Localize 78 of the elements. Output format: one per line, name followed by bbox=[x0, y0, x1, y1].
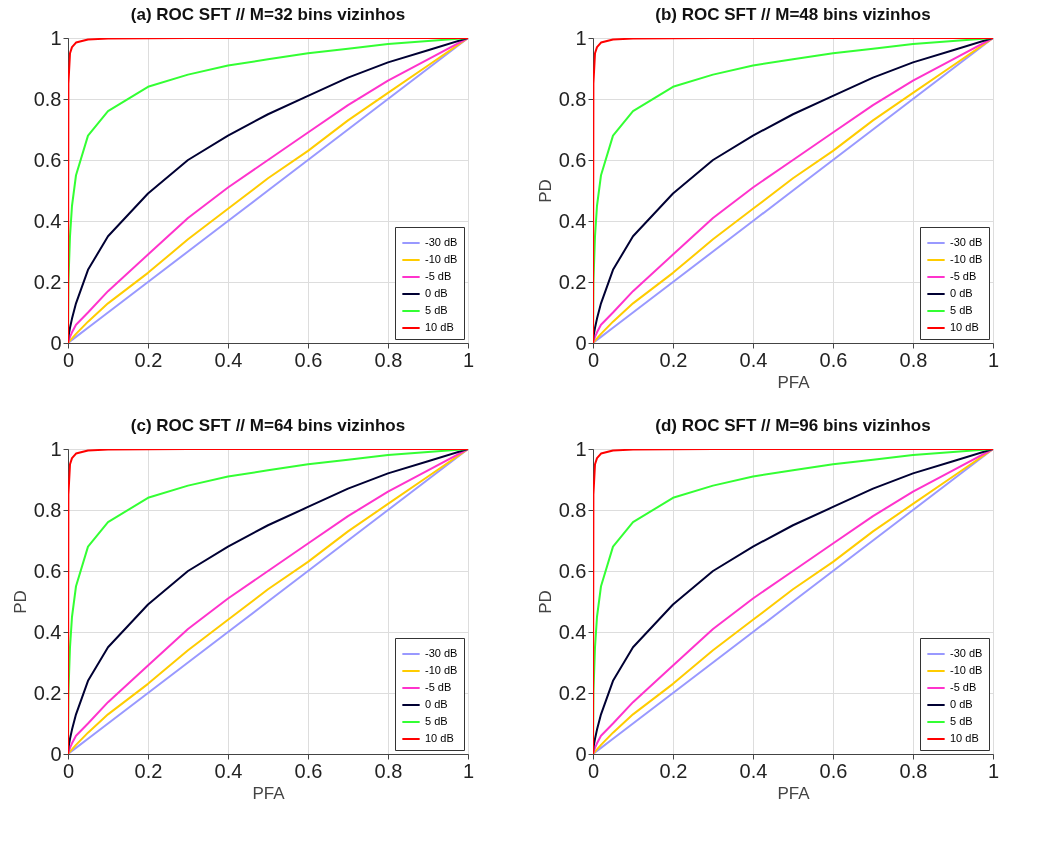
legend-label: -10 dB bbox=[950, 664, 983, 676]
x-tick-label: 0.2 bbox=[659, 348, 688, 371]
legend-label: 5 dB bbox=[950, 304, 973, 316]
legend-label: -5 dB bbox=[425, 681, 452, 693]
y-tick-label: 1 bbox=[50, 437, 62, 460]
y-tick-label: 0.8 bbox=[558, 87, 587, 110]
y-tick-label: 0.4 bbox=[558, 620, 587, 643]
x-axis-title: PFA bbox=[777, 783, 811, 803]
y-tick-label: 0 bbox=[575, 742, 587, 765]
y-tick-label: 1 bbox=[575, 26, 587, 49]
legend-label: -10 dB bbox=[425, 253, 458, 265]
x-tick-label: 1 bbox=[987, 348, 1000, 371]
x-tick-label: 0.4 bbox=[214, 759, 243, 782]
x-tick-label: 0.8 bbox=[374, 759, 403, 782]
legend-label: 0 dB bbox=[950, 287, 973, 299]
y-tick-label: 0.2 bbox=[558, 270, 587, 293]
chart-title: (d) ROC SFT // M=96 bins vizinhos bbox=[655, 416, 931, 435]
legend-label: -10 dB bbox=[425, 664, 458, 676]
y-tick-label: 0.4 bbox=[558, 209, 587, 232]
y-tick-label: 0.6 bbox=[33, 559, 62, 582]
x-tick-label: 1 bbox=[987, 759, 1000, 782]
y-tick-label: 0.6 bbox=[558, 148, 587, 171]
x-tick-label: 0.8 bbox=[374, 348, 403, 371]
y-tick-label: 1 bbox=[575, 437, 587, 460]
x-tick-label: 0.6 bbox=[819, 348, 848, 371]
y-tick-label: 0 bbox=[575, 331, 587, 354]
x-tick-label: 0.6 bbox=[819, 759, 848, 782]
chart-title: (a) ROC SFT // M=32 bins vizinhos bbox=[130, 5, 406, 24]
legend-label: -5 dB bbox=[950, 270, 977, 282]
legend-label: -5 dB bbox=[425, 270, 452, 282]
x-axis-title: PFA bbox=[777, 372, 811, 392]
y-axis-title: PD bbox=[535, 590, 555, 614]
legend-label: 10 dB bbox=[950, 321, 979, 333]
x-tick-label: 0.2 bbox=[134, 759, 163, 782]
legend-label: -10 dB bbox=[950, 253, 983, 265]
x-tick-label: 0.8 bbox=[899, 759, 928, 782]
legend-label: 10 dB bbox=[425, 732, 454, 744]
legend-label: 5 dB bbox=[425, 304, 448, 316]
legend-label: 10 dB bbox=[950, 732, 979, 744]
x-tick-label: 0.8 bbox=[899, 348, 928, 371]
x-tick-label: 0.6 bbox=[294, 348, 323, 371]
y-tick-label: 0.6 bbox=[558, 559, 587, 582]
x-tick-label: 0.2 bbox=[134, 348, 163, 371]
y-tick-label: 0.2 bbox=[33, 681, 62, 704]
y-tick-label: 0.8 bbox=[558, 498, 587, 521]
x-axis-title: PFA bbox=[252, 783, 286, 803]
legend-label: 0 dB bbox=[950, 698, 973, 710]
x-tick-label: 0.4 bbox=[739, 759, 768, 782]
legend-label: 0 dB bbox=[425, 287, 448, 299]
y-tick-label: 0.4 bbox=[33, 620, 62, 643]
y-axis-title: PD bbox=[10, 590, 30, 614]
y-tick-label: 1 bbox=[50, 26, 62, 49]
x-tick-label: 1 bbox=[462, 348, 475, 371]
legend-label: 5 dB bbox=[950, 715, 973, 727]
legend-label: 0 dB bbox=[425, 698, 448, 710]
legend-label: -30 dB bbox=[950, 647, 983, 659]
y-tick-label: 0.2 bbox=[558, 681, 587, 704]
legend-label: -30 dB bbox=[425, 647, 458, 659]
y-tick-label: 0.6 bbox=[33, 148, 62, 171]
y-tick-label: 0.4 bbox=[33, 209, 62, 232]
legend-label: -30 dB bbox=[425, 236, 458, 248]
y-axis-title: PD bbox=[535, 179, 555, 203]
x-tick-label: 0.4 bbox=[214, 348, 243, 371]
legend-label: 5 dB bbox=[425, 715, 448, 727]
x-tick-label: 1 bbox=[462, 759, 475, 782]
x-tick-label: 0.2 bbox=[659, 759, 688, 782]
y-tick-label: 0 bbox=[50, 742, 62, 765]
legend-label: 10 dB bbox=[425, 321, 454, 333]
chart-title: (c) ROC SFT // M=64 bins vizinhos bbox=[130, 416, 406, 435]
y-tick-label: 0.8 bbox=[33, 87, 62, 110]
x-tick-label: 0.6 bbox=[294, 759, 323, 782]
legend-label: -30 dB bbox=[950, 236, 983, 248]
y-tick-label: 0.2 bbox=[33, 270, 62, 293]
legend-label: -5 dB bbox=[950, 681, 977, 693]
y-tick-label: 0.8 bbox=[33, 498, 62, 521]
y-tick-label: 0 bbox=[50, 331, 62, 354]
chart-title: (b) ROC SFT // M=48 bins vizinhos bbox=[655, 5, 931, 24]
x-tick-label: 0.4 bbox=[739, 348, 768, 371]
